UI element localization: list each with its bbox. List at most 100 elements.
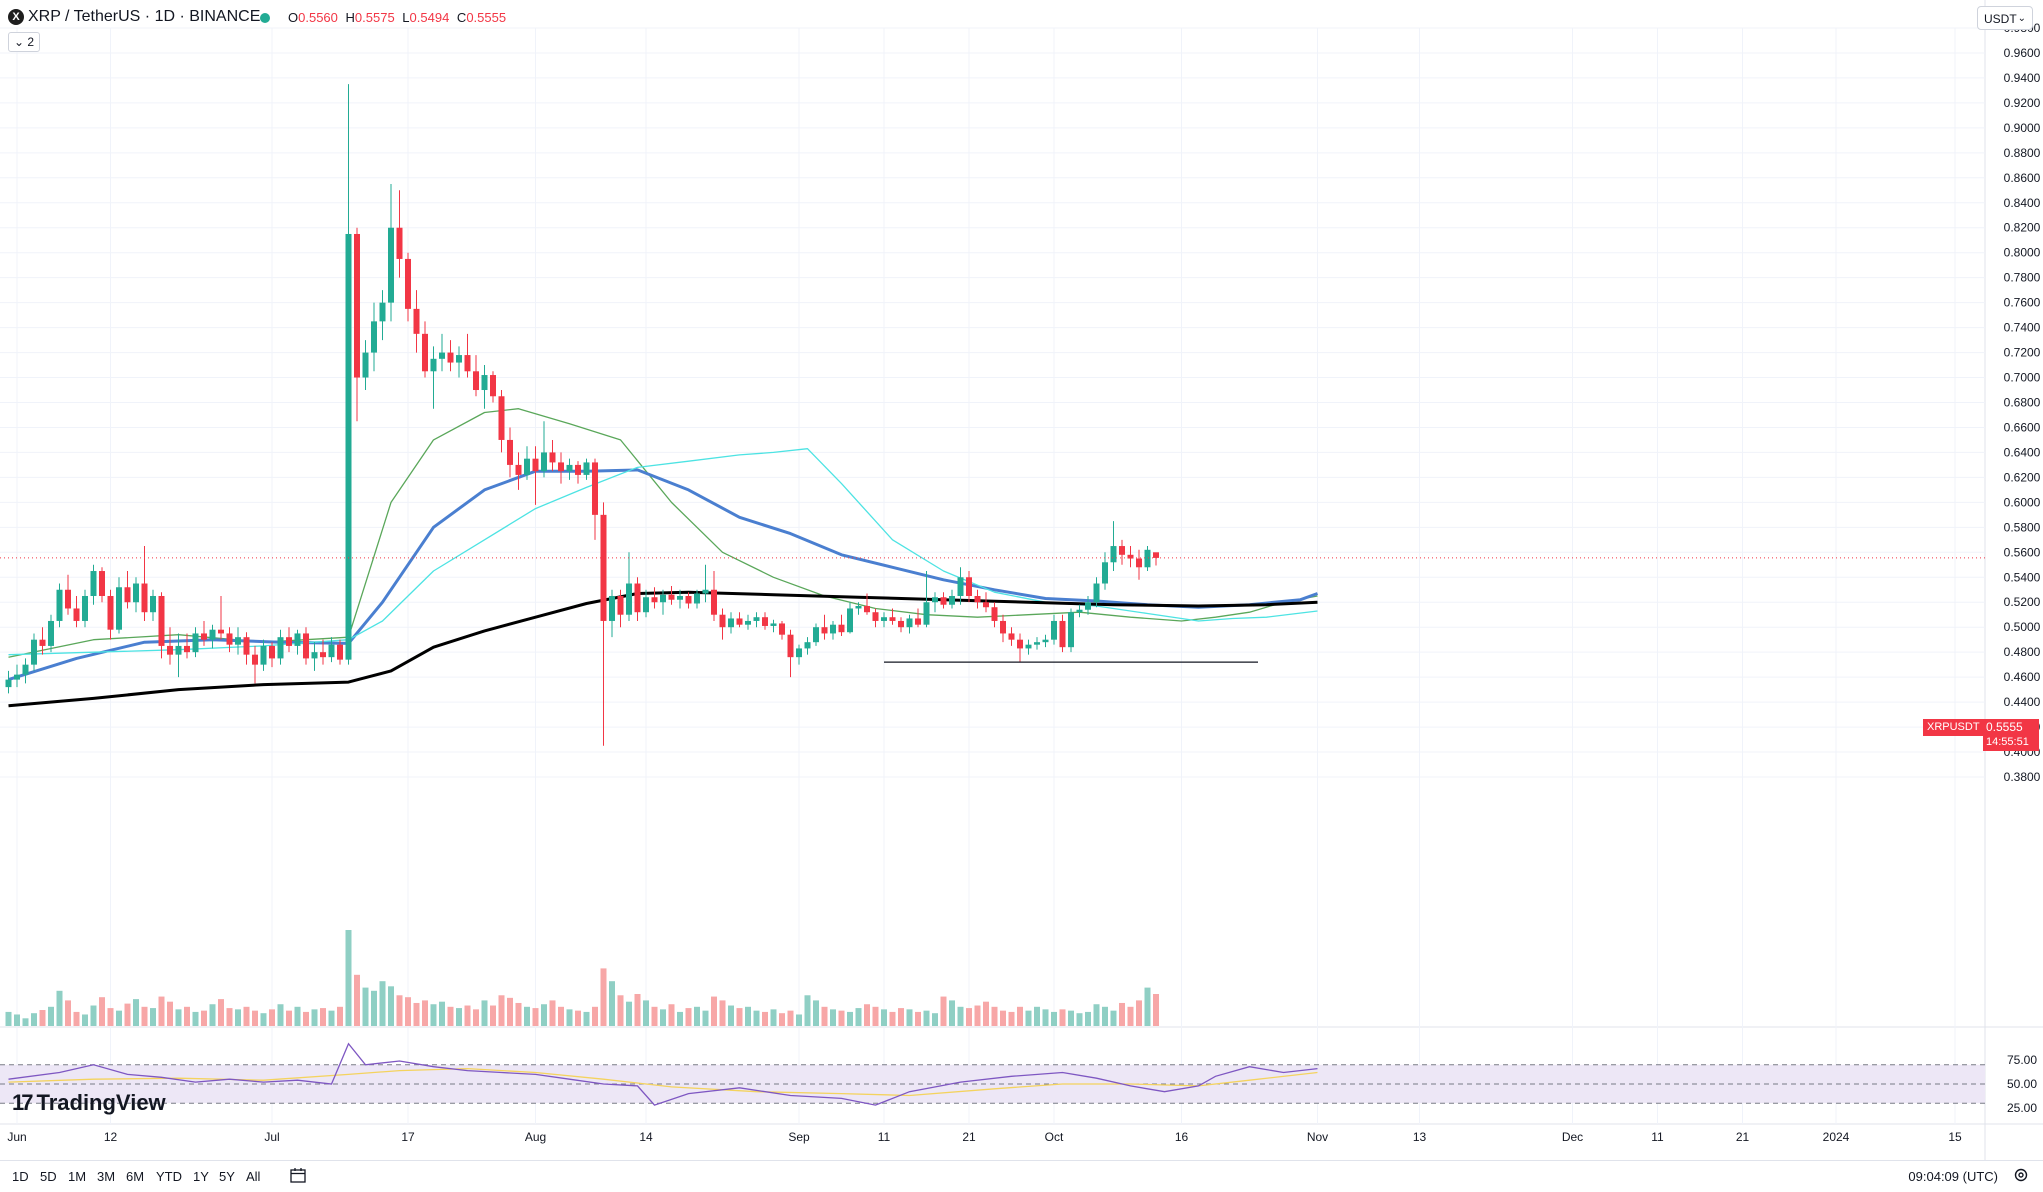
candle-body — [838, 624, 845, 633]
price-tick-label: 0.6000 — [2004, 495, 2041, 509]
range-1m-button[interactable]: 1M — [68, 1169, 87, 1184]
volume-bar — [201, 1010, 207, 1026]
candles-layer — [5, 84, 1159, 746]
candle-body — [804, 642, 811, 649]
candle-body — [150, 595, 156, 613]
price-tick-label: 0.5800 — [2004, 520, 2041, 534]
volume-bar — [150, 1008, 156, 1026]
candle-body — [609, 595, 615, 621]
candle-body — [643, 597, 649, 613]
volume-bar — [966, 1008, 972, 1026]
volume-bar — [906, 1009, 913, 1026]
price-tick-label: 0.7000 — [2004, 371, 2041, 385]
currency-selector[interactable]: USDT ⌄ — [1977, 6, 2033, 30]
volume-bar — [889, 1011, 896, 1026]
candle-body — [617, 595, 624, 615]
candle-body — [923, 602, 930, 625]
candle-body — [949, 595, 955, 605]
indicators-collapse-toggle[interactable]: ⌄ 2 — [8, 32, 41, 52]
volume-bar — [796, 1014, 802, 1026]
price-tick-label: 0.9200 — [2004, 96, 2041, 110]
symbol-title[interactable]: XRP / TetherUS · 1D · BINANCE — [28, 8, 261, 25]
candle-body — [736, 618, 743, 625]
candle-body — [1085, 602, 1091, 610]
volume-bar — [1000, 1010, 1006, 1026]
volume-bar — [507, 997, 513, 1026]
candle-body — [82, 595, 88, 621]
volume-bar — [1144, 987, 1151, 1026]
volume-bar — [1034, 1006, 1040, 1026]
candle-body — [1127, 554, 1134, 559]
candle-body — [133, 583, 139, 603]
candle-body — [694, 593, 700, 604]
volume-bar — [694, 1006, 700, 1026]
range-1y-button[interactable]: 1Y — [193, 1169, 209, 1184]
range-6m-button[interactable]: 6M — [126, 1169, 145, 1184]
volume-bar — [762, 1011, 768, 1026]
price-tick-label: 0.8600 — [2004, 171, 2041, 185]
calendar-range-icon[interactable] — [290, 1167, 306, 1183]
chart-canvas[interactable]: 0.98000.96000.94000.92000.90000.88000.86… — [0, 0, 2043, 1160]
candle-body — [1042, 639, 1049, 643]
range-1d-button[interactable]: 1D — [12, 1169, 29, 1184]
candle-body — [1110, 546, 1117, 563]
volume-bar — [881, 1009, 887, 1026]
volume-bar — [1093, 1004, 1100, 1026]
volume-bar — [371, 990, 377, 1026]
volume-bar — [141, 1006, 148, 1026]
volume-bar — [532, 1008, 539, 1026]
volume-bar — [1127, 1006, 1134, 1026]
range-5y-button[interactable]: 5Y — [219, 1169, 235, 1184]
volume-bar — [872, 1006, 879, 1026]
candle-body — [745, 620, 751, 625]
volume-bar — [1110, 1010, 1117, 1026]
tradingview-logo[interactable]: 17 TradingView — [12, 1090, 166, 1116]
volume-bar — [541, 1004, 547, 1026]
volume-bar — [490, 1005, 496, 1026]
volume-bar — [14, 1014, 20, 1026]
candle-body — [566, 464, 573, 472]
volume-bar — [90, 1005, 97, 1026]
volume-bar — [413, 1002, 420, 1026]
volume-bar — [320, 1008, 326, 1026]
candle-body — [14, 674, 20, 680]
candle-body — [1008, 633, 1015, 640]
candle-body — [932, 597, 938, 603]
volume-bar — [779, 1013, 785, 1026]
utc-clock[interactable]: 09:04:09 (UTC) — [1908, 1169, 1998, 1184]
candle-body — [660, 594, 666, 603]
volume-bar — [269, 1009, 275, 1026]
candle-body — [1119, 546, 1125, 555]
candle-body — [99, 571, 105, 596]
range-3m-button[interactable]: 3M — [97, 1169, 116, 1184]
volume-bar — [583, 1011, 590, 1026]
volume-bar — [770, 1009, 777, 1026]
range-all-button[interactable]: All — [246, 1169, 261, 1184]
candle-body — [813, 627, 819, 643]
candle-body — [235, 637, 241, 645]
volume-bar — [838, 1010, 845, 1026]
volume-bar — [728, 1005, 734, 1026]
volume-bar — [685, 1008, 692, 1026]
candle-body — [1034, 642, 1040, 645]
volume-bar — [345, 930, 352, 1026]
price-tick-label: 0.3800 — [2004, 770, 2041, 784]
date-tick-label: 14 — [639, 1130, 653, 1144]
candle-body — [711, 589, 717, 615]
volume-bar — [515, 1002, 522, 1026]
volume-bar — [855, 1008, 862, 1026]
candle-body — [294, 633, 301, 646]
range-5d-button[interactable]: 5D — [40, 1169, 57, 1184]
volume-bar — [957, 1006, 964, 1026]
volume-bar — [464, 1005, 471, 1026]
candle-body — [456, 355, 462, 363]
price-tick-label: 0.5200 — [2004, 595, 2041, 609]
candle-body — [762, 617, 768, 626]
volume-bar — [1025, 1010, 1032, 1026]
candle-body — [388, 227, 394, 303]
gear-icon[interactable] — [2013, 1167, 2029, 1183]
volume-bar — [626, 1001, 632, 1026]
range-ytd-button[interactable]: YTD — [156, 1169, 182, 1184]
date-tick-label: Dec — [1562, 1130, 1583, 1144]
candle-body — [532, 458, 539, 472]
